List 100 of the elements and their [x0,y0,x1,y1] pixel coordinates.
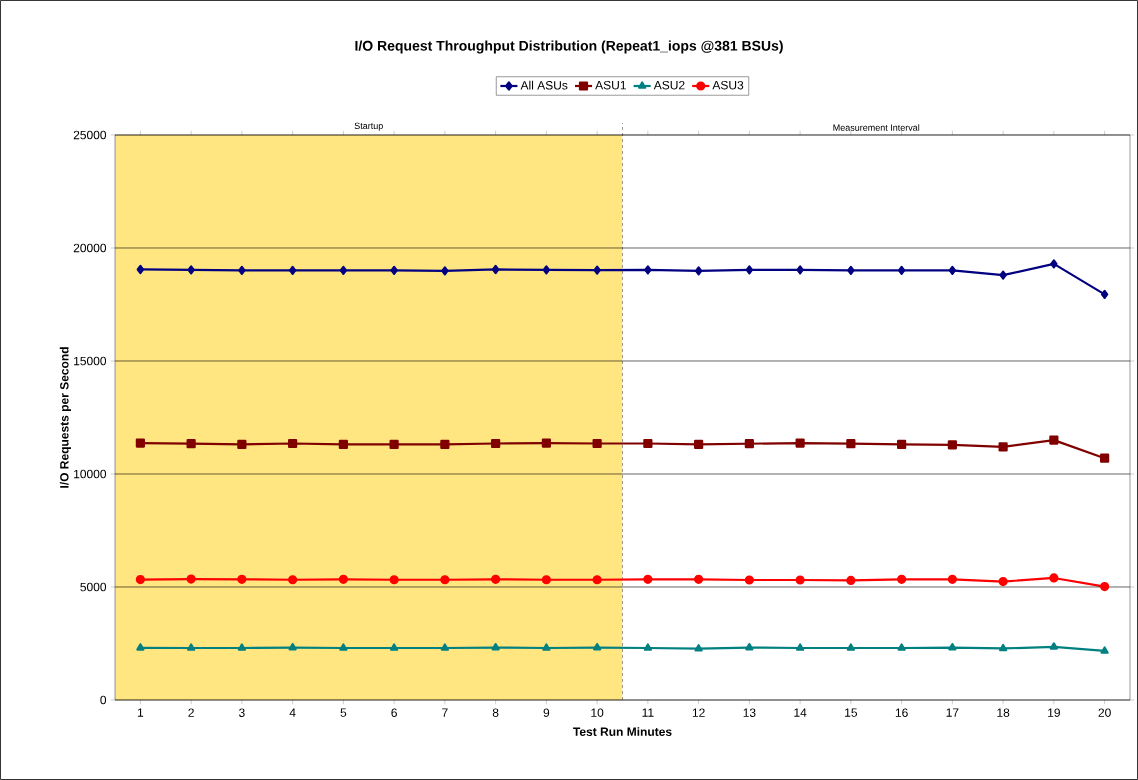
y-axis-title: I/O Requests per Second [59,347,71,488]
point [998,576,1008,587]
point [542,265,551,275]
point [947,440,957,450]
point [694,574,704,584]
x-tick-label: 2 [188,708,194,717]
point [491,574,501,584]
point [491,642,500,651]
point [440,575,450,585]
x-tick-label: 3 [238,708,245,717]
x-tick-label: 18 [997,708,1010,717]
point [1100,581,1110,592]
point [592,642,602,651]
point [744,439,754,449]
band-label: Measurement Interval [833,124,920,131]
point [237,574,247,584]
point [643,574,653,584]
y-tick-label: 20000 [73,243,107,253]
point [897,265,906,275]
x-tick-label: 5 [340,708,347,717]
x-axis-title: Test Run Minutes [573,727,672,736]
point [389,575,399,585]
x-tick-label: 1 [137,708,144,717]
point [338,439,348,449]
point [592,438,602,449]
point [288,438,298,449]
point [644,265,652,275]
point [135,438,145,448]
band-label: Startup [354,122,383,131]
x-tick-label: 16 [895,708,908,717]
point [1049,573,1059,583]
point [745,265,754,275]
point [948,642,957,651]
point [897,574,907,584]
legend-label: ASU1 [595,80,626,90]
point [592,575,602,585]
point [441,266,449,276]
point [795,575,805,585]
point [136,264,145,275]
point [744,575,754,585]
x-tick-label: 4 [289,708,296,717]
x-tick-label: 6 [391,708,397,717]
point [440,643,450,651]
x-tick-label: 15 [845,708,858,717]
point [897,439,907,449]
point [948,265,957,275]
point [237,643,247,651]
point [846,575,856,586]
point [390,265,398,275]
point [389,643,399,651]
y-tick-label: 5000 [80,582,107,592]
point [593,265,601,275]
x-tick-label: 12 [692,708,705,717]
x-tick-label: 11 [642,708,654,717]
x-tick-label: 13 [743,708,756,717]
point [998,442,1008,452]
point [541,575,551,585]
legend-label: All ASUs [520,80,568,90]
point [1100,646,1109,654]
point [541,438,551,448]
x-tick-label: 9 [543,708,550,717]
point [643,438,653,449]
point [998,643,1008,652]
point [1049,435,1059,445]
point [491,438,501,449]
point [897,643,906,651]
point [542,643,551,651]
x-tick-label: 17 [946,708,959,717]
y-tick-label: 15000 [74,356,107,366]
point [237,439,247,449]
point [338,574,348,584]
point [288,575,298,585]
x-tick-label: 14 [794,708,807,717]
point [136,643,145,651]
point [238,265,246,275]
y-tick-label: 10000 [74,469,107,479]
x-tick-label: 8 [492,708,499,717]
point [1100,289,1109,299]
point [491,264,500,275]
point [643,643,652,651]
x-tick-label: 10 [591,708,604,717]
point [339,643,348,651]
point [288,265,297,275]
legend-label: ASU2 [653,80,685,90]
point [135,574,145,585]
point [440,439,450,449]
point [1100,453,1110,463]
point [795,438,805,448]
point [846,439,856,449]
point [999,270,1007,280]
point [947,574,957,584]
x-tick-label: 7 [442,708,448,717]
point [694,439,704,449]
point [846,643,855,651]
point [745,642,754,651]
point [339,265,348,275]
point [795,643,805,651]
point [694,644,703,652]
point [186,643,196,651]
point [847,265,855,275]
